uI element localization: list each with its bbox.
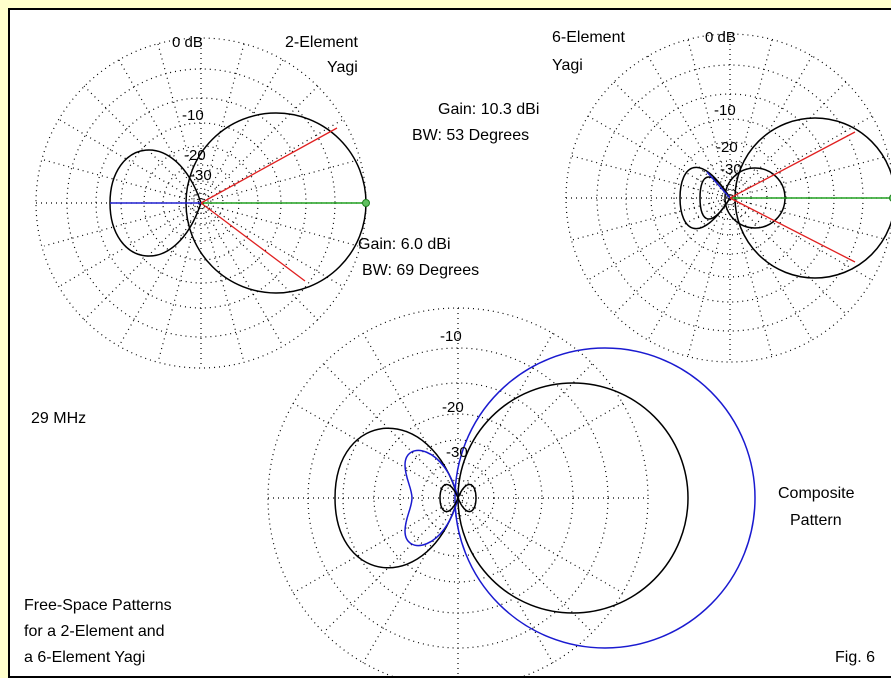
right-ring-label-30: -30 — [720, 161, 742, 178]
composite-ring-label-30: -30 — [446, 444, 468, 461]
composite-ring-label-20: -20 — [442, 399, 464, 416]
left-beamwidth-line-lower — [200, 202, 306, 282]
right-polar-plot: 0 dB -10 -20 -30 6-Element Yagi Gain: 10… — [412, 29, 891, 363]
right-beamwidth-line-upper — [729, 131, 856, 199]
right-beamwidth-line-lower — [729, 197, 856, 263]
right-ring-label-20: -20 — [716, 139, 738, 156]
right-title-line2: Yagi — [552, 57, 583, 74]
left-ring-label-0db: 0 dB — [172, 34, 203, 51]
composite-6el-main-lobe — [454, 347, 756, 649]
right-gain-label: Gain: 10.3 dBi — [438, 101, 539, 118]
composite-title-line2: Pattern — [790, 512, 842, 529]
composite-ring-label-10: -10 — [440, 328, 462, 345]
composite-inner-lobe-left — [439, 483, 459, 513]
right-title-line1: 6-Element — [552, 29, 625, 46]
composite-polar-plot: -10 -20 -30 Composite Pattern — [267, 307, 855, 678]
right-rear-axis — [706, 171, 731, 199]
right-pattern-rear-lobe — [679, 166, 731, 230]
composite-6el-rear-lobe — [404, 449, 459, 547]
right-ring-label-10: -10 — [714, 102, 736, 119]
left-gain-label: Gain: 6.0 dBi — [358, 236, 451, 253]
left-forward-marker — [362, 199, 370, 207]
composite-inner-lobe-right — [457, 483, 477, 513]
caption-line-3: a 6-Element Yagi — [24, 649, 145, 666]
figure-number-label: Fig. 6 — [835, 649, 875, 666]
right-beamwidth-label: BW: 53 Degrees — [412, 127, 529, 144]
left-polar-plot: 0 dB -10 -20 -30 2-Element Yagi Gain: 6.… — [35, 34, 479, 369]
right-pattern-inner-lobe — [699, 176, 731, 220]
caption-line-1: Free-Space Patterns — [24, 597, 172, 614]
left-ring-label-10: -10 — [182, 107, 204, 124]
left-ring-label-20: -20 — [184, 147, 206, 164]
left-ring-label-30: -30 — [190, 167, 212, 184]
left-title-line1: 2-Element — [285, 34, 358, 51]
caption-line-2: for a 2-Element and — [24, 623, 165, 640]
left-beamwidth-label: BW: 69 Degrees — [362, 262, 479, 279]
composite-title-line1: Composite — [778, 485, 855, 502]
composite-2el-rear-lobe — [334, 427, 459, 569]
frequency-label: 29 MHz — [31, 410, 86, 427]
left-title-line2: Yagi — [327, 59, 358, 76]
right-ring-label-0db: 0 dB — [705, 29, 736, 46]
left-beamwidth-line-upper — [200, 127, 338, 204]
